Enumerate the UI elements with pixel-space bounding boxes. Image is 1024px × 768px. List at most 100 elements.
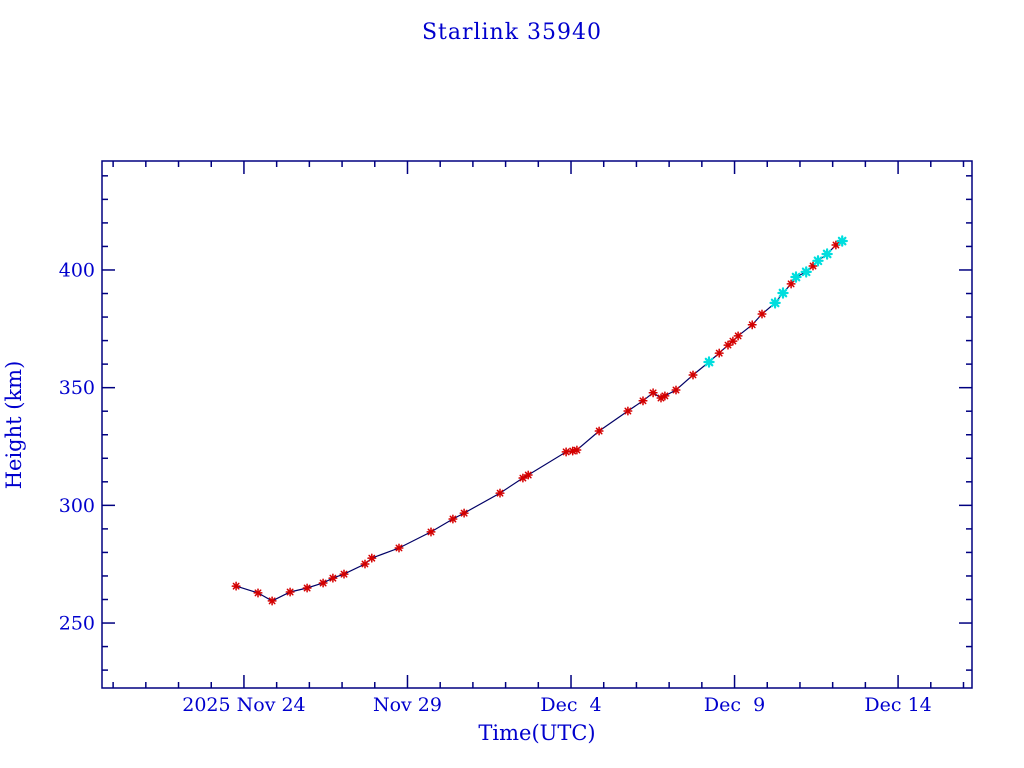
marker-arm	[232, 582, 240, 590]
data-point-marker-cyan	[777, 287, 789, 299]
marker-arm	[715, 349, 723, 357]
data-point-marker-red	[648, 388, 658, 398]
marker-arm	[254, 589, 262, 597]
marker-arm	[340, 570, 348, 578]
data-point-marker-red	[831, 240, 841, 250]
height-line	[235, 240, 843, 602]
data-point-marker-red	[688, 370, 698, 380]
chart-title: Starlink 35940	[422, 20, 602, 45]
marker-arm	[672, 386, 680, 394]
x-tick-label: Nov 29	[373, 694, 442, 716]
data-point-marker-red	[623, 406, 633, 416]
data-point-marker-red	[757, 309, 767, 319]
marker-arm	[813, 256, 823, 266]
data-point-marker-red	[523, 470, 533, 480]
marker-arm	[562, 448, 570, 456]
data-point-marker-cyan	[812, 255, 824, 267]
data-point-marker-red	[671, 385, 681, 395]
marker-arm	[661, 392, 669, 400]
marker-arm	[729, 337, 737, 345]
marker-arm	[748, 321, 756, 329]
marker-arm	[649, 389, 657, 397]
data-point-marker-red	[231, 581, 241, 591]
x-tick-label: Dec 14	[864, 694, 931, 716]
marker-arm	[496, 489, 504, 497]
data-point-marker-red	[660, 391, 670, 401]
data-point-marker-red	[394, 543, 404, 553]
marker-arm	[787, 280, 795, 288]
y-tick-label: 350	[59, 377, 95, 399]
data-point-marker-red	[561, 447, 571, 457]
marker-arm	[832, 241, 840, 249]
data-point-marker-red	[714, 348, 724, 358]
marker-arm	[460, 509, 468, 517]
data-point-marker-red	[360, 559, 370, 569]
y-axis-title: Height (km)	[2, 361, 26, 490]
data-point-marker-cyan	[836, 235, 848, 247]
marker-arm	[689, 371, 697, 379]
marker-arm	[639, 397, 647, 405]
data-point-marker-red	[495, 488, 505, 498]
data-point-marker-cyan	[790, 271, 802, 283]
marker-arm	[329, 574, 337, 582]
marker-arm	[395, 544, 403, 552]
data-point-marker-red	[733, 331, 743, 341]
data-point-marker-red	[328, 573, 338, 583]
x-axis-title: Time(UTC)	[478, 721, 595, 745]
data-point-marker-red	[267, 596, 277, 606]
marker-arm	[319, 579, 327, 587]
y-tick-label: 300	[59, 495, 95, 517]
data-point-marker-red	[786, 279, 796, 289]
data-point-marker-red	[448, 514, 458, 524]
marker-arm	[286, 588, 294, 596]
marker-arm	[519, 474, 527, 482]
data-point-marker-red	[302, 583, 312, 593]
data-point-marker-red	[572, 445, 582, 455]
data-point-marker-red	[426, 527, 436, 537]
marker-arm	[569, 447, 577, 455]
marker-arm	[801, 267, 811, 277]
marker-arm	[822, 249, 832, 259]
marker-arm	[268, 597, 276, 605]
marker-arm	[704, 357, 714, 367]
marker-arm	[368, 554, 376, 562]
marker-arm	[758, 310, 766, 318]
marker-arm	[427, 528, 435, 536]
data-point-marker-red	[253, 588, 263, 598]
x-tick-label: 2025 Nov 24	[182, 694, 305, 716]
data-point-marker-cyan	[703, 356, 715, 368]
data-point-marker-red	[367, 553, 377, 563]
data-point-marker-red	[808, 261, 818, 271]
data-point-marker-cyan	[769, 297, 781, 309]
data-point-marker-red	[594, 426, 604, 436]
data-point-marker-red	[728, 336, 738, 346]
plot-frame	[101, 160, 973, 689]
marker-arm	[595, 427, 603, 435]
plot-data-layer	[231, 235, 848, 606]
data-point-marker-red	[638, 396, 648, 406]
y-tick-label: 400	[59, 259, 95, 281]
marker-arm	[734, 332, 742, 340]
marker-arm	[361, 560, 369, 568]
data-point-marker-cyan	[800, 266, 812, 278]
marker-arm	[573, 446, 581, 454]
data-point-marker-red	[747, 320, 757, 330]
data-point-marker-red	[285, 587, 295, 597]
data-point-marker-cyan	[821, 248, 833, 260]
x-tick-label: Dec 4	[540, 694, 601, 716]
marker-arm	[770, 298, 780, 308]
data-point-marker-red	[318, 578, 328, 588]
marker-arm	[791, 272, 801, 282]
marker-arm	[303, 584, 311, 592]
x-tick-label: Dec 9	[704, 694, 765, 716]
marker-arm	[524, 471, 532, 479]
marker-arm	[449, 515, 457, 523]
plot-frame-layer: 2025 Nov 24 Nov 29 Dec 4 Dec 9 Dec 14 250 300 3…	[59, 160, 973, 716]
marker-arm	[837, 236, 847, 246]
marker-arm	[624, 407, 632, 415]
y-tick-label: 250	[59, 613, 95, 635]
data-point-marker-red	[339, 569, 349, 579]
data-point-marker-red	[459, 508, 469, 518]
